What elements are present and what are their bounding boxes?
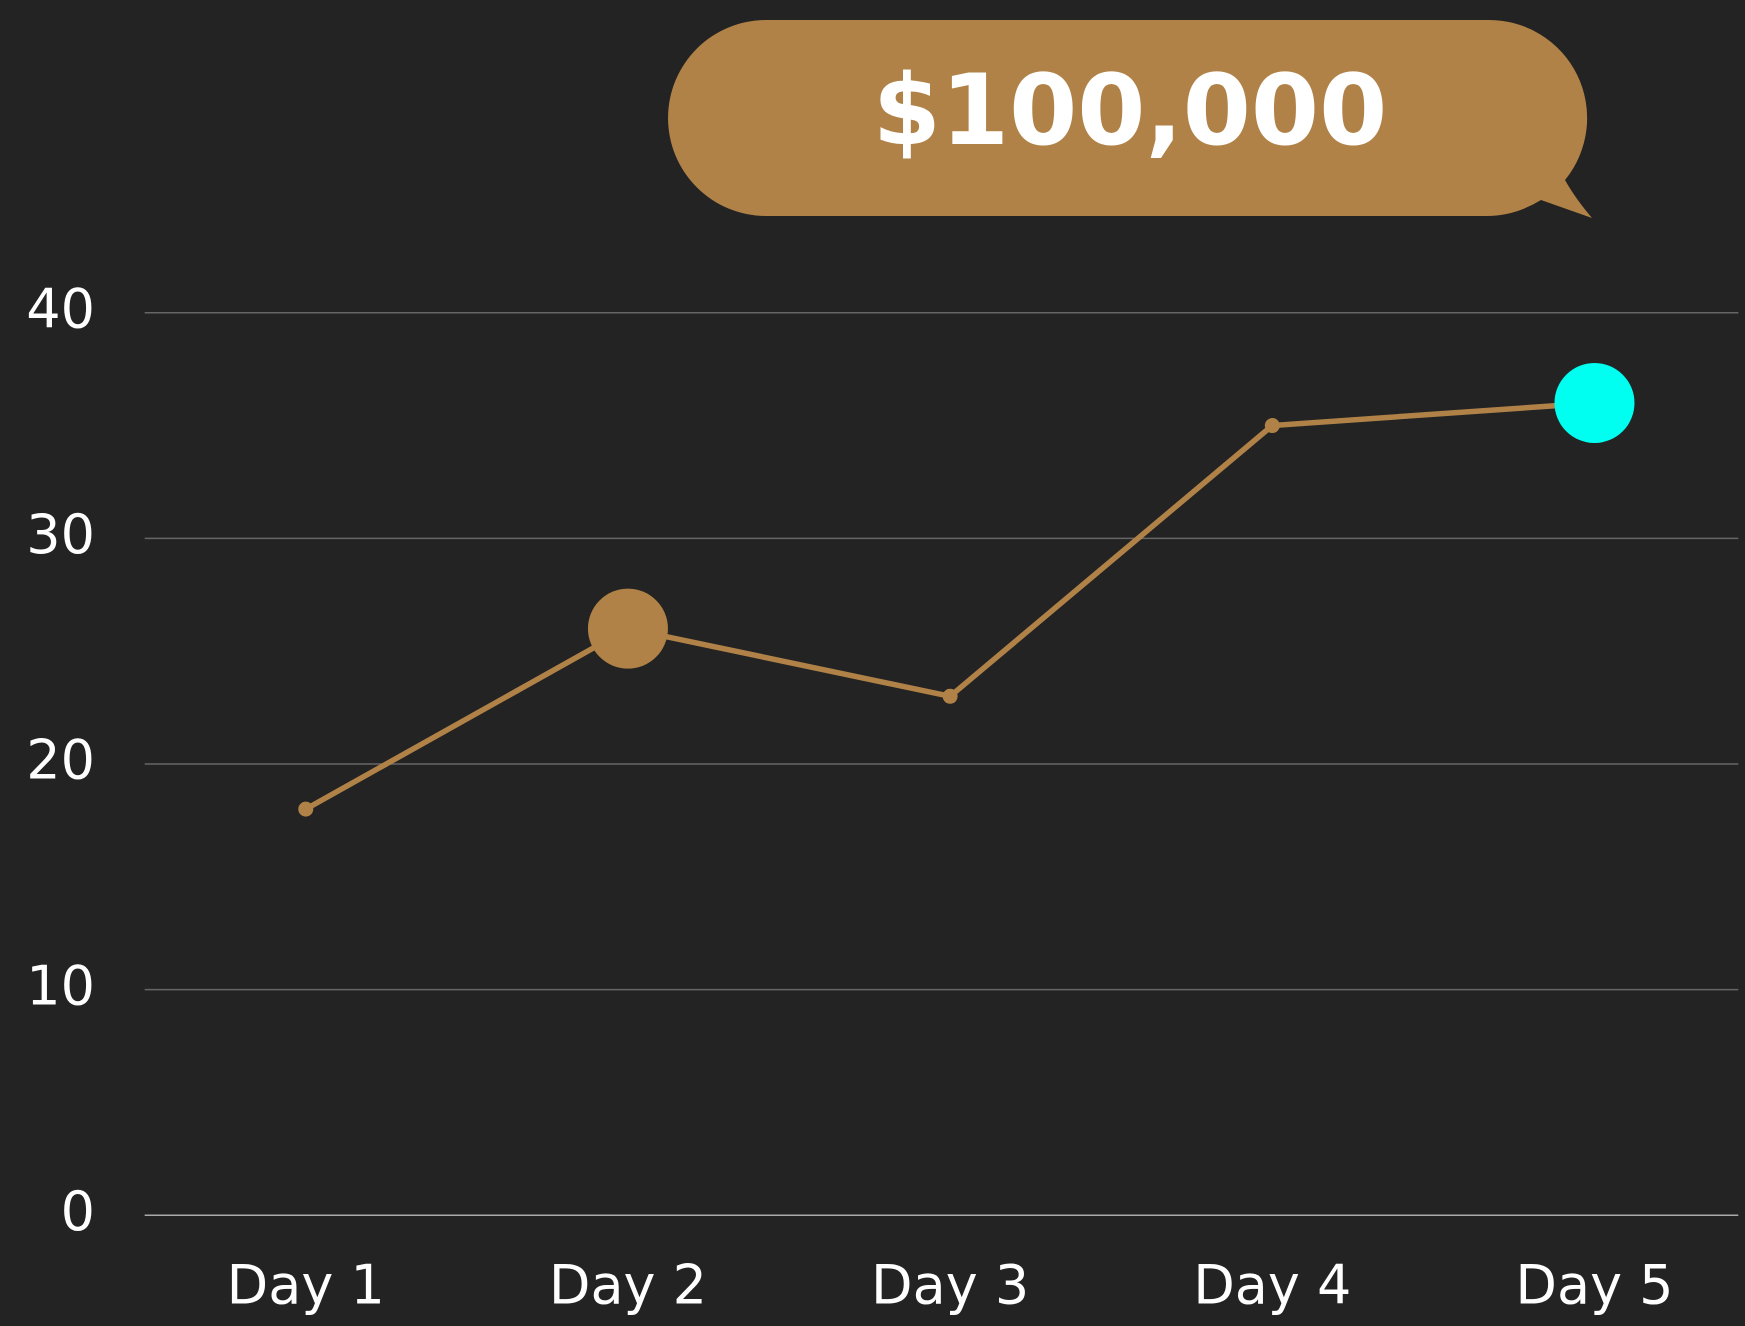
marker	[1264, 418, 1280, 434]
x-tick-label: Day 4	[1193, 1254, 1351, 1317]
y-tick-label: 20	[26, 729, 95, 792]
marker	[298, 801, 314, 817]
callout	[668, 19, 1592, 219]
x-tick-label: Day 3	[871, 1254, 1029, 1317]
callout-text: $100,000	[873, 54, 1388, 168]
highlight-marker	[1554, 362, 1635, 443]
highlight-marker	[587, 588, 668, 669]
y-tick-label: 10	[26, 954, 95, 1017]
y-tick-label: 0	[61, 1180, 95, 1243]
y-tick-label: 40	[26, 277, 95, 340]
x-tick-label: Day 2	[549, 1254, 707, 1317]
x-tick-label: Day 5	[1515, 1254, 1673, 1317]
x-tick-label: Day 1	[227, 1254, 385, 1317]
y-tick-label: 30	[26, 503, 95, 566]
marker	[942, 688, 958, 704]
